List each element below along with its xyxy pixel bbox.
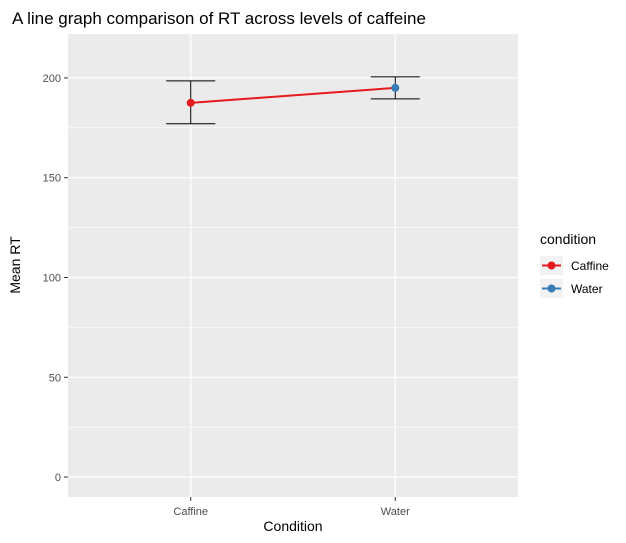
plot-panel	[68, 34, 518, 497]
y-tick-label: 0	[55, 472, 61, 484]
series-line	[190, 86, 396, 104]
data-point	[186, 98, 195, 107]
x-axis-title: Condition	[263, 518, 322, 534]
y-tick-label: 200	[43, 73, 61, 85]
y-axis-ticks: 0 50 100 150 200	[43, 73, 68, 484]
y-tick-label: 150	[43, 173, 61, 185]
x-tick-label: Caffine	[173, 506, 208, 518]
x-tick-label: Water	[381, 506, 410, 518]
legend-key-point	[547, 261, 556, 270]
y-tick-label: 100	[43, 272, 61, 284]
data-point	[391, 83, 400, 92]
legend-entries: Caffine Water	[540, 256, 609, 298]
y-axis-title: Mean RT	[7, 236, 23, 294]
minor-gridlines	[68, 127, 518, 428]
y-tick-label: 50	[49, 372, 61, 384]
mean-rt-line	[190, 86, 396, 104]
legend-key-point	[547, 284, 556, 293]
legend-label: Caffine	[571, 259, 609, 273]
data-points	[186, 83, 400, 107]
x-axis-ticks: Caffine Water	[173, 497, 410, 518]
chart-title: A line graph comparison of RT across lev…	[12, 9, 426, 28]
legend-label: Water	[571, 282, 603, 296]
legend: condition Caffine Water	[540, 231, 609, 298]
major-gridlines	[68, 34, 518, 497]
legend-title: condition	[540, 231, 596, 247]
